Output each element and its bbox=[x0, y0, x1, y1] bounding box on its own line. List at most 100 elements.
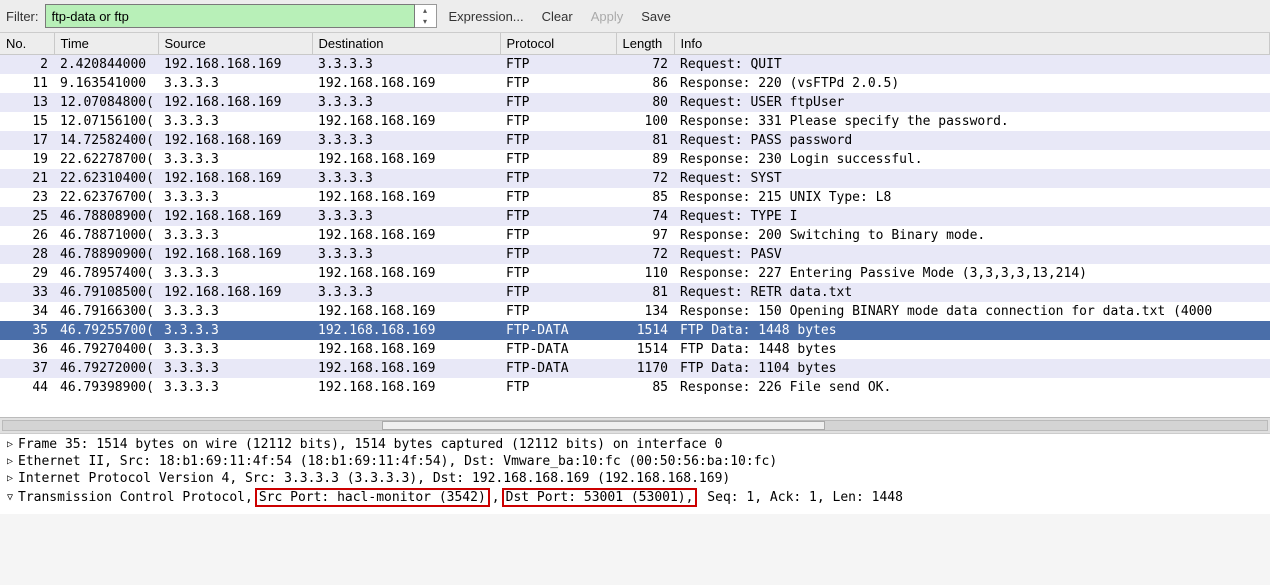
cell: 3.3.3.3 bbox=[158, 378, 312, 397]
col-header-length[interactable]: Length bbox=[616, 33, 674, 55]
cell: 28 bbox=[0, 245, 54, 264]
detail-ip-row[interactable]: ▷ Internet Protocol Version 4, Src: 3.3.… bbox=[0, 470, 1270, 487]
cell: 46.79270400( bbox=[54, 340, 158, 359]
cell: 192.168.168.169 bbox=[158, 131, 312, 150]
save-button[interactable]: Save bbox=[635, 9, 677, 24]
cell: Response: 150 Opening BINARY mode data c… bbox=[674, 302, 1270, 321]
cell: 3.3.3.3 bbox=[312, 169, 500, 188]
cell: Request: SYST bbox=[674, 169, 1270, 188]
table-row[interactable]: 3446.79166300(3.3.3.3192.168.168.169FTP1… bbox=[0, 302, 1270, 321]
filter-toolbar: Filter: ▴ ▾ Expression... Clear Apply Sa… bbox=[0, 0, 1270, 33]
chevron-up-icon[interactable]: ▴ bbox=[415, 5, 436, 16]
expand-icon[interactable]: ▷ bbox=[4, 439, 16, 450]
collapse-icon[interactable]: ▽ bbox=[4, 492, 16, 503]
col-header-no[interactable]: No. bbox=[0, 33, 54, 55]
cell: 26 bbox=[0, 226, 54, 245]
chevron-down-icon[interactable]: ▾ bbox=[415, 16, 436, 27]
filter-label: Filter: bbox=[6, 9, 39, 24]
detail-tcp-comma: , bbox=[492, 490, 500, 505]
cell: FTP bbox=[500, 188, 616, 207]
cell: 192.168.168.169 bbox=[312, 321, 500, 340]
cell: 192.168.168.169 bbox=[158, 207, 312, 226]
table-row[interactable]: 3646.79270400(3.3.3.3192.168.168.169FTP-… bbox=[0, 340, 1270, 359]
cell: FTP bbox=[500, 112, 616, 131]
table-row[interactable]: 1512.07156100(3.3.3.3192.168.168.169FTP1… bbox=[0, 112, 1270, 131]
table-row[interactable]: 2122.62310400(192.168.168.1693.3.3.3FTP7… bbox=[0, 169, 1270, 188]
table-row[interactable]: 1714.72582400(192.168.168.1693.3.3.3FTP8… bbox=[0, 131, 1270, 150]
cell: 35 bbox=[0, 321, 54, 340]
filter-input[interactable] bbox=[45, 4, 415, 28]
table-row[interactable]: 3346.79108500(192.168.168.1693.3.3.3FTP8… bbox=[0, 283, 1270, 302]
cell: 72 bbox=[616, 55, 674, 75]
cell: 81 bbox=[616, 283, 674, 302]
table-row[interactable]: 1312.07084800(192.168.168.1693.3.3.3FTP8… bbox=[0, 93, 1270, 112]
cell: FTP bbox=[500, 264, 616, 283]
col-header-info[interactable]: Info bbox=[674, 33, 1270, 55]
table-row[interactable]: 2546.78808900(192.168.168.1693.3.3.3FTP7… bbox=[0, 207, 1270, 226]
spacer bbox=[0, 397, 1270, 417]
cell: 46.79108500( bbox=[54, 283, 158, 302]
cell: 3.3.3.3 bbox=[312, 93, 500, 112]
cell: Response: 220 (vsFTPd 2.0.5) bbox=[674, 74, 1270, 93]
table-row[interactable]: 22.420844000192.168.168.1693.3.3.3FTP72R… bbox=[0, 55, 1270, 75]
col-header-time[interactable]: Time bbox=[54, 33, 158, 55]
cell: 3.3.3.3 bbox=[158, 302, 312, 321]
cell: 3.3.3.3 bbox=[158, 112, 312, 131]
cell: 86 bbox=[616, 74, 674, 93]
cell: Response: 226 File send OK. bbox=[674, 378, 1270, 397]
cell: 46.78890900( bbox=[54, 245, 158, 264]
cell: FTP-DATA bbox=[500, 359, 616, 378]
table-row[interactable]: 2322.62376700(3.3.3.3192.168.168.169FTP8… bbox=[0, 188, 1270, 207]
cell: 192.168.168.169 bbox=[312, 112, 500, 131]
cell: FTP Data: 1448 bytes bbox=[674, 321, 1270, 340]
cell: 97 bbox=[616, 226, 674, 245]
apply-button: Apply bbox=[585, 9, 630, 24]
detail-tcp-row[interactable]: ▽ Transmission Control Protocol, Src Por… bbox=[0, 487, 1270, 508]
cell: 46.79398900( bbox=[54, 378, 158, 397]
cell: 17 bbox=[0, 131, 54, 150]
table-row[interactable]: 1922.62278700(3.3.3.3192.168.168.169FTP8… bbox=[0, 150, 1270, 169]
cell: Response: 331 Please specify the passwor… bbox=[674, 112, 1270, 131]
cell: 44 bbox=[0, 378, 54, 397]
cell: 192.168.168.169 bbox=[312, 359, 500, 378]
clear-button[interactable]: Clear bbox=[536, 9, 579, 24]
table-row[interactable]: 2646.78871000(3.3.3.3192.168.168.169FTP9… bbox=[0, 226, 1270, 245]
expand-icon[interactable]: ▷ bbox=[4, 473, 16, 484]
table-row[interactable]: 119.1635410003.3.3.3192.168.168.169FTP86… bbox=[0, 74, 1270, 93]
scrollbar-thumb[interactable] bbox=[382, 421, 824, 430]
horizontal-scrollbar[interactable] bbox=[0, 417, 1270, 433]
col-header-source[interactable]: Source bbox=[158, 33, 312, 55]
table-row[interactable]: 3746.79272000(3.3.3.3192.168.168.169FTP-… bbox=[0, 359, 1270, 378]
expression-button[interactable]: Expression... bbox=[443, 9, 530, 24]
col-header-protocol[interactable]: Protocol bbox=[500, 33, 616, 55]
cell: 80 bbox=[616, 93, 674, 112]
cell: 192.168.168.169 bbox=[158, 245, 312, 264]
table-row[interactable]: 4446.79398900(3.3.3.3192.168.168.169FTP8… bbox=[0, 378, 1270, 397]
cell: 46.78957400( bbox=[54, 264, 158, 283]
detail-frame-row[interactable]: ▷ Frame 35: 1514 bytes on wire (12112 bi… bbox=[0, 436, 1270, 453]
cell: 46.79255700( bbox=[54, 321, 158, 340]
cell: 192.168.168.169 bbox=[312, 378, 500, 397]
table-row[interactable]: 3546.79255700(3.3.3.3192.168.168.169FTP-… bbox=[0, 321, 1270, 340]
tcp-dst-port-highlight: Dst Port: 53001 (53001), bbox=[502, 488, 698, 507]
cell: 72 bbox=[616, 245, 674, 264]
cell: 89 bbox=[616, 150, 674, 169]
filter-history-spinner[interactable]: ▴ ▾ bbox=[415, 4, 437, 28]
cell: 46.78871000( bbox=[54, 226, 158, 245]
table-row[interactable]: 2946.78957400(3.3.3.3192.168.168.169FTP1… bbox=[0, 264, 1270, 283]
cell: 22.62278700( bbox=[54, 150, 158, 169]
cell: 192.168.168.169 bbox=[312, 188, 500, 207]
filter-box: ▴ ▾ bbox=[45, 4, 437, 28]
cell: 13 bbox=[0, 93, 54, 112]
detail-tcp-suffix: Seq: 1, Ack: 1, Len: 1448 bbox=[707, 490, 903, 505]
table-row[interactable]: 2846.78890900(192.168.168.1693.3.3.3FTP7… bbox=[0, 245, 1270, 264]
cell: 46.79166300( bbox=[54, 302, 158, 321]
cell: 74 bbox=[616, 207, 674, 226]
packet-list-table: No. Time Source Destination Protocol Len… bbox=[0, 33, 1270, 397]
cell: 3.3.3.3 bbox=[158, 150, 312, 169]
col-header-destination[interactable]: Destination bbox=[312, 33, 500, 55]
cell: 192.168.168.169 bbox=[158, 55, 312, 75]
expand-icon[interactable]: ▷ bbox=[4, 456, 16, 467]
detail-ethernet-row[interactable]: ▷ Ethernet II, Src: 18:b1:69:11:4f:54 (1… bbox=[0, 453, 1270, 470]
detail-ip-text: Internet Protocol Version 4, Src: 3.3.3.… bbox=[18, 471, 730, 486]
